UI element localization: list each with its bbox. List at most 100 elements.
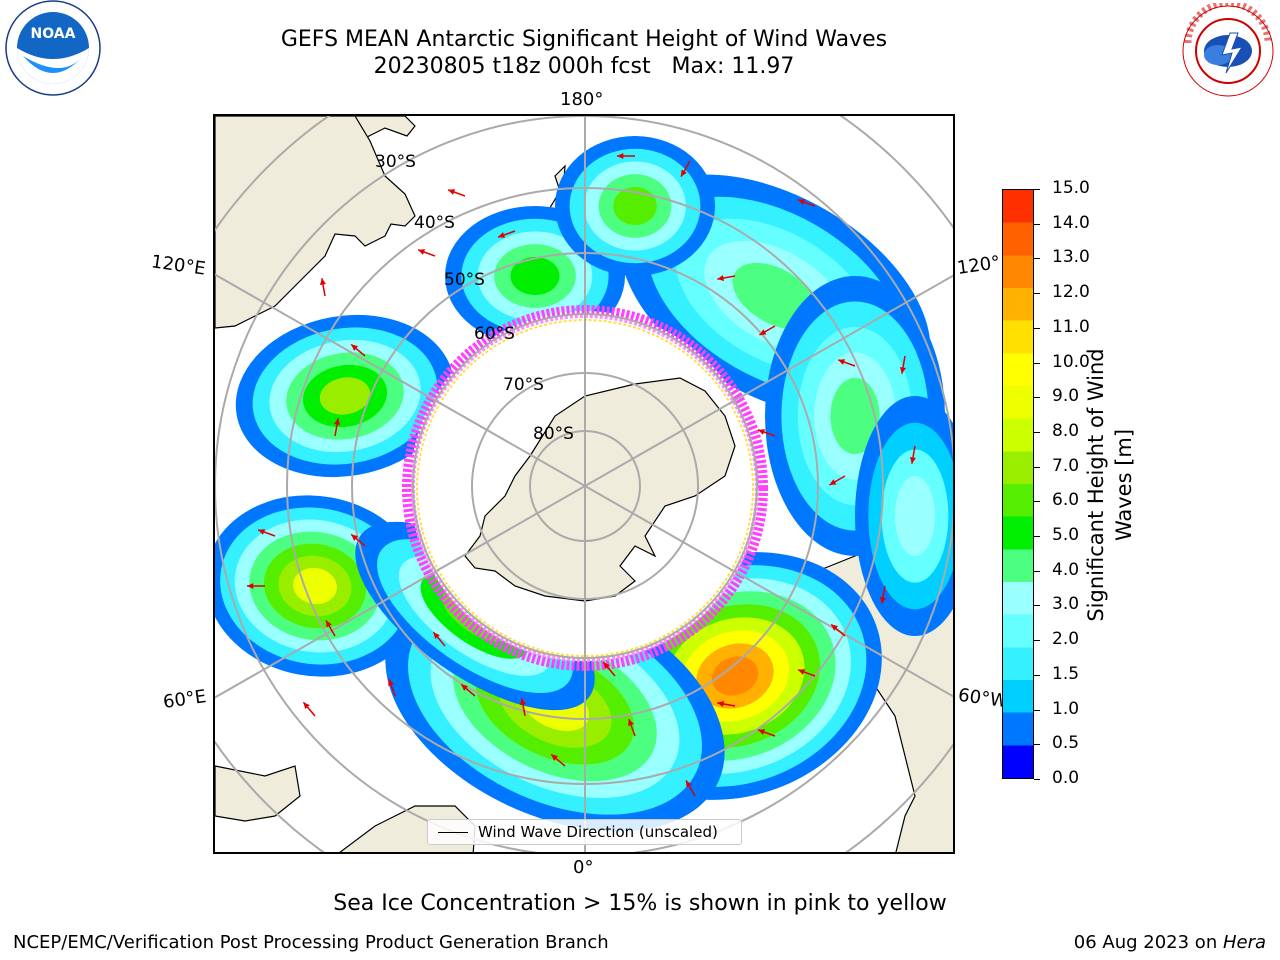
wave-height-contour [293, 567, 337, 605]
wind-arrow-head [461, 684, 468, 691]
colorbar-tick-mark [1034, 640, 1040, 642]
wind-arrow-head [628, 719, 634, 727]
lon-label-120w: 120° [955, 252, 1002, 279]
legend-label: Wind Wave Direction (unscaled) [478, 823, 718, 841]
colorbar-tick-mark [1034, 674, 1040, 676]
colorbar-tick-label: 6.0 [1052, 490, 1080, 511]
colorbar-tick-mark [1034, 258, 1040, 260]
wind-arrow-head [798, 669, 806, 675]
colorbar-tick-mark [1034, 362, 1040, 364]
wind-arrow-head [351, 344, 358, 351]
australia-south [215, 116, 416, 329]
wind-arrow-head [879, 596, 886, 604]
wave-height-contour [510, 256, 560, 296]
colorbar-tick-mark [1034, 709, 1040, 711]
wind-arrow-head [603, 662, 610, 669]
colorbar-tick-label: 12.0 [1052, 282, 1090, 303]
colorbar-tick-mark [1034, 536, 1040, 538]
colorbar-tick-label: 2.0 [1052, 629, 1080, 650]
wind-arrow-head [326, 620, 332, 628]
wind-arrow-head [247, 582, 254, 590]
wind-arrow-head [909, 456, 916, 464]
footer-machine: Hera [1222, 932, 1266, 953]
nws-logo [1178, 0, 1278, 99]
wind-arrow-head [758, 729, 766, 735]
lon-label-0: 0° [573, 857, 594, 878]
wind-arrow-head [829, 479, 837, 485]
lat-label-80s: 80°S [533, 424, 574, 444]
colorbar-tick-label: 11.0 [1052, 316, 1090, 337]
wind-arrow-head [433, 632, 440, 639]
map-panel [213, 114, 955, 854]
wind-arrow-head [831, 624, 838, 631]
colorbar-tick-label: 1.5 [1052, 663, 1080, 684]
colorbar-tick-label: 1.0 [1052, 698, 1080, 719]
wind-arrow-head [758, 429, 766, 435]
colorbar-tick-mark [1034, 397, 1040, 399]
wind-arrow-head [617, 152, 624, 160]
wind-arrow-head [838, 359, 846, 365]
colorbar-tick-mark [1034, 327, 1040, 329]
colorbar-tick-label: 0.5 [1052, 733, 1080, 754]
colorbar-tick-mark [1034, 570, 1040, 572]
colorbar-tick-mark [1034, 189, 1040, 190]
colorbar [1002, 189, 1034, 779]
colorbar-tick-mark [1034, 779, 1040, 780]
wind-arrow-head [551, 754, 558, 761]
colorbar-tick-mark [1034, 501, 1040, 503]
lon-label-60e: 60°E [161, 686, 208, 713]
wind-arrow-head [388, 679, 394, 687]
wave-height-contour [711, 656, 759, 696]
colorbar-tick-label: 13.0 [1052, 247, 1090, 268]
wind-arrow-head [717, 700, 725, 707]
colorbar-tick-mark [1034, 293, 1040, 295]
wind-arrow-head [258, 529, 266, 535]
wave-height-contour [319, 377, 371, 415]
lon-label-120e: 120°E [149, 251, 207, 280]
footer-date-text: 06 Aug 2023 on [1073, 932, 1223, 953]
lat-label-50s: 50°S [444, 270, 485, 290]
map-subtitle: 20230805 t18z 000h fcst Max: 11.97 [373, 54, 795, 79]
wind-arrow-head [351, 534, 358, 541]
footer-date: 06 Aug 2023 on Hera [1074, 932, 1266, 953]
wind-arrow-head [448, 189, 456, 195]
graticule [215, 116, 953, 852]
map-title: GEFS MEAN Antarctic Significant Height o… [280, 27, 888, 52]
wind-arrow-head [759, 329, 767, 335]
colorbar-tick-mark [1034, 744, 1040, 746]
colorbar-tick-label: 5.0 [1052, 525, 1080, 546]
lat-label-40s: 40°S [414, 213, 455, 233]
colorbar-tick-mark [1034, 466, 1040, 468]
colorbar-tick-label: 0.0 [1052, 768, 1080, 788]
map-legend: Wind Wave Direction (unscaled) [427, 819, 742, 845]
lat-label-30s: 30°S [375, 152, 416, 172]
colorbar-tick-mark [1034, 431, 1040, 433]
wind-arrow-head [899, 366, 906, 374]
lat-label-60s: 60°S [474, 324, 515, 344]
sea-ice-caption: Sea Ice Concentration > 15% is shown in … [333, 891, 947, 916]
legend-line-symbol [438, 832, 468, 833]
lat-label-70s: 70°S [503, 375, 544, 395]
wind-arrow-head [303, 702, 310, 709]
wind-arrow-head [519, 698, 526, 706]
wave-height-contour [830, 377, 880, 455]
colorbar-tick-label: 3.0 [1052, 594, 1080, 615]
colorbar-tick-label: 9.0 [1052, 386, 1080, 407]
wind-arrow-head [681, 169, 687, 177]
wind-arrow-head [418, 249, 426, 255]
wind-arrow-head [717, 275, 725, 282]
colorbar-tick-label: 4.0 [1052, 559, 1080, 580]
wave-height-contour [895, 476, 935, 556]
noaa-logo: NOAA [3, 0, 103, 100]
colorbar-label-line1: Significant Height of Wind [1084, 348, 1108, 622]
colorbar-tick-label: 8.0 [1052, 420, 1080, 441]
antarctica [464, 377, 736, 602]
sea-ice-edge [402, 305, 768, 671]
wind-arrow-head [798, 199, 806, 205]
colorbar-label-line2: Waves [m] [1112, 428, 1136, 542]
footer-branch: NCEP/EMC/Verification Post Processing Pr… [13, 932, 609, 953]
wind-arrow-head [319, 278, 326, 286]
wind-arrow-head [334, 418, 341, 426]
wind-arrow-head [498, 232, 506, 238]
map-canvas [215, 116, 953, 852]
